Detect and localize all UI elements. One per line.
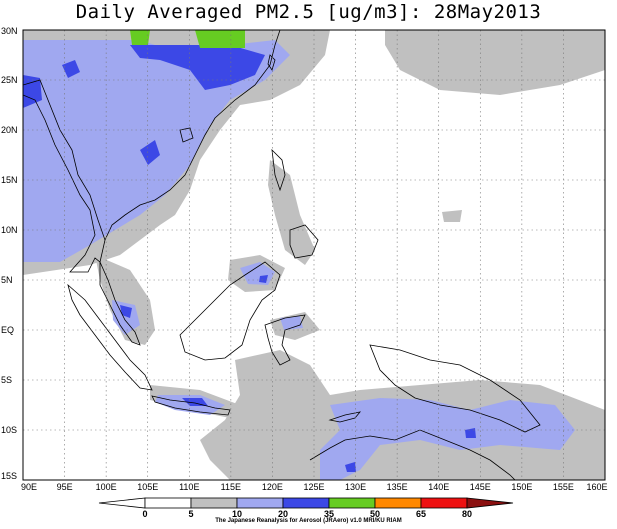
lon-label: 105E <box>137 482 158 492</box>
colorbar-bin <box>282 497 330 509</box>
lon-label: 115E <box>221 482 241 492</box>
gray-region-malaya <box>95 255 155 345</box>
colorbar-bin <box>190 497 238 509</box>
credit-text: The Japanese Reanalysis for Aerosol (JRA… <box>215 518 402 524</box>
lon-label: 150E <box>511 482 532 492</box>
blue-region-north <box>130 45 265 90</box>
lat-label: 5S <box>1 375 12 385</box>
colorbar-label: 0 <box>142 509 147 519</box>
lat-label: 30N <box>1 26 18 36</box>
blue-region-south2 <box>465 428 476 438</box>
colorbar-bin <box>328 497 376 509</box>
coast-indochina <box>104 30 281 241</box>
lat-label: 10S <box>1 425 17 435</box>
lightblue-region-sulawesi <box>280 316 303 330</box>
coast-borneo <box>179 261 281 361</box>
lat-label: 20N <box>1 125 18 135</box>
colorbar-bin <box>420 497 468 509</box>
gray-region-pacific <box>442 210 462 222</box>
coast-timor <box>328 411 362 423</box>
colorbar-label: 50 <box>370 509 380 519</box>
map-title: Daily Averaged PM2.5 [ug/m3]: 28May2013 <box>75 1 542 23</box>
colorbar-label: 65 <box>416 509 426 519</box>
lon-label: 155E <box>553 482 574 492</box>
coast-philippines-luzon <box>271 148 286 192</box>
gray-region-philippines <box>268 160 315 265</box>
lon-label: 120E <box>262 482 283 492</box>
lon-label: 100E <box>96 482 117 492</box>
coast-taiwan <box>267 54 276 71</box>
lon-label: 95E <box>57 482 73 492</box>
coastlines <box>23 30 541 480</box>
coast-malaya <box>99 261 141 346</box>
colorbar-bin <box>374 497 422 509</box>
lon-label: 110E <box>179 482 199 492</box>
lat-label: EQ <box>1 325 14 335</box>
concentration-field <box>23 30 605 480</box>
axis-ticks: 90E 95E 100E 105E 110E 115E 120E 125E 130E 135E 14… <box>1 26 608 492</box>
lon-label: 145E <box>470 482 491 492</box>
blue-region-borneo <box>259 275 268 283</box>
colorbar-label: 80 <box>462 509 472 519</box>
blue-region-spot1 <box>62 60 80 78</box>
lat-label: 15N <box>1 175 18 185</box>
colorbar: 0 5 10 20 35 50 65 80 <box>98 497 514 519</box>
lon-label: 160E <box>586 482 607 492</box>
blue-region-spot2 <box>140 140 160 165</box>
colorbar-label: 35 <box>324 509 334 519</box>
lat-label: 25N <box>1 75 18 85</box>
colorbar-over-arrow <box>466 497 514 509</box>
coast-hainan <box>179 127 194 143</box>
colorbar-label: 10 <box>232 509 242 519</box>
colorbar-bin <box>236 497 284 509</box>
green-region-1 <box>130 30 150 45</box>
colorbar-label: 5 <box>188 509 193 519</box>
coast-asia <box>23 79 106 273</box>
blue-region-sumatra <box>120 305 132 318</box>
lon-label: 135E <box>387 482 408 492</box>
colorbar-label: 20 <box>278 509 288 519</box>
coast-newguinea <box>369 344 541 433</box>
colorbar-bin <box>144 497 192 509</box>
lat-label: 15S <box>1 471 17 481</box>
lon-label: 90E <box>21 482 37 492</box>
lon-label: 125E <box>303 482 324 492</box>
green-region-2 <box>195 30 245 48</box>
lightblue-region-south <box>320 398 575 480</box>
colorbar-under-arrow <box>98 497 146 509</box>
lon-label: 140E <box>428 482 449 492</box>
coast-java <box>151 395 231 416</box>
blue-region-south1 <box>345 462 356 472</box>
coast-philippines-mindanao <box>289 224 319 259</box>
lat-label: 5N <box>1 275 13 285</box>
coast-sulawesi <box>264 314 306 366</box>
blue-region-java <box>182 398 208 406</box>
lat-label: 10N <box>1 225 18 235</box>
grid-lines <box>23 30 605 480</box>
lon-label: 130E <box>345 482 366 492</box>
gray-region-northeast <box>385 30 605 95</box>
coast-sumatra <box>67 283 153 391</box>
map-frame <box>22 29 606 481</box>
